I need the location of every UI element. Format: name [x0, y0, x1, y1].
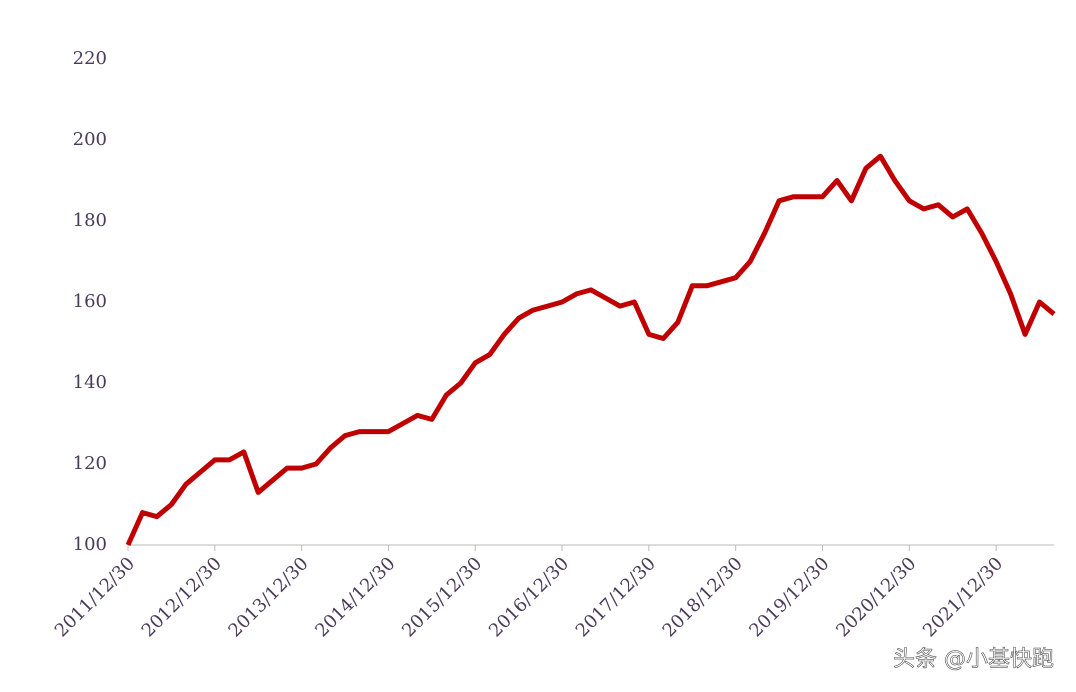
y-tick-label: 180 [73, 210, 107, 231]
y-tick-label: 140 [73, 372, 107, 393]
y-tick-label: 160 [73, 291, 107, 312]
y-tick-label: 220 [73, 48, 107, 69]
watermark: 头条 @小基快跑 [893, 647, 1054, 672]
y-tick-label: 120 [73, 453, 107, 474]
y-tick-label: 100 [73, 534, 107, 555]
line [125, 153, 1056, 547]
y-tick-label: 200 [73, 129, 107, 150]
